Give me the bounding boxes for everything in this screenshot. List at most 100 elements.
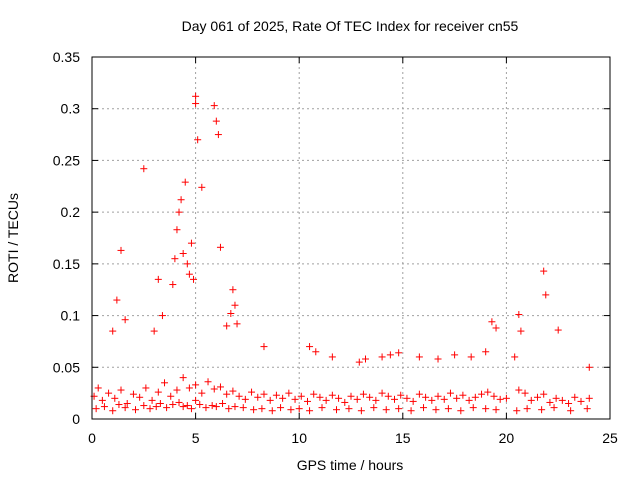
data-point <box>567 407 575 415</box>
axis-ticks <box>91 56 611 420</box>
data-point <box>105 389 113 397</box>
data-point <box>490 392 498 400</box>
data-point <box>173 386 181 394</box>
data-point <box>577 397 585 405</box>
data-point <box>175 208 183 216</box>
data-point <box>154 388 162 396</box>
data-point <box>306 343 314 351</box>
data-point <box>117 246 125 254</box>
data-point <box>533 393 541 401</box>
data-point <box>183 402 191 410</box>
data-point <box>312 348 320 356</box>
data-points <box>90 92 593 415</box>
data-point <box>266 396 274 404</box>
data-point <box>187 239 195 247</box>
data-point <box>98 396 106 404</box>
x-axis-title: GPS time / hours <box>297 457 404 473</box>
data-point <box>260 390 268 398</box>
data-point <box>187 405 195 413</box>
data-point <box>123 399 131 407</box>
data-point <box>316 393 324 401</box>
data-point <box>521 389 529 397</box>
data-point <box>550 404 558 412</box>
y-tick-label: 0.05 <box>53 359 80 375</box>
data-point <box>345 405 353 413</box>
data-point <box>432 406 440 414</box>
data-point <box>585 363 593 371</box>
data-point <box>156 399 164 407</box>
data-point <box>407 407 415 415</box>
data-point <box>515 311 523 319</box>
data-point <box>117 386 125 394</box>
data-point <box>216 383 224 391</box>
data-point <box>496 395 504 403</box>
data-point <box>328 391 336 399</box>
data-point <box>515 386 523 394</box>
data-point <box>100 403 108 411</box>
data-point <box>231 403 239 411</box>
data-point <box>223 390 231 398</box>
data-point <box>465 396 473 404</box>
data-point <box>478 390 486 398</box>
data-point <box>121 404 129 412</box>
data-point <box>295 405 303 413</box>
data-point <box>444 405 452 413</box>
data-point <box>198 389 206 397</box>
data-point <box>355 358 363 366</box>
data-point <box>196 401 204 409</box>
data-point <box>219 399 227 407</box>
data-point <box>511 353 519 361</box>
data-point <box>502 394 510 402</box>
data-point <box>194 136 202 144</box>
data-point <box>142 384 150 392</box>
x-tick-label: 5 <box>192 430 200 446</box>
data-point <box>459 391 467 399</box>
data-point <box>129 390 137 398</box>
data-point <box>210 385 218 393</box>
data-point <box>517 327 525 335</box>
data-point <box>179 403 187 411</box>
data-point <box>198 183 206 191</box>
data-point <box>422 393 430 401</box>
data-point <box>248 388 256 396</box>
data-point <box>109 327 117 335</box>
data-point <box>540 390 548 398</box>
data-point <box>482 405 490 413</box>
data-point <box>446 389 454 397</box>
data-point <box>359 390 367 398</box>
data-point <box>571 393 579 401</box>
y-axis-title: ROTI / TECUs <box>5 193 21 283</box>
data-point <box>150 327 158 335</box>
data-point <box>223 322 231 330</box>
data-point <box>395 349 403 357</box>
data-point <box>163 404 171 412</box>
data-point <box>161 379 169 387</box>
data-point <box>457 407 465 415</box>
x-tick-label: 25 <box>602 430 618 446</box>
data-point <box>513 407 521 415</box>
data-point <box>272 391 280 399</box>
data-point <box>190 275 198 283</box>
y-tick-label: 0.1 <box>61 308 81 324</box>
x-tick-label: 0 <box>88 430 96 446</box>
data-point <box>310 390 318 398</box>
data-point <box>260 343 268 351</box>
data-point <box>538 406 546 414</box>
data-point <box>216 243 224 251</box>
data-point <box>227 310 235 318</box>
data-point <box>181 178 189 186</box>
data-point <box>332 406 340 414</box>
data-point <box>546 398 554 406</box>
data-point <box>169 401 177 409</box>
data-point <box>229 286 237 294</box>
data-point <box>382 406 390 414</box>
data-point <box>212 403 220 411</box>
data-point <box>179 250 187 258</box>
data-point <box>384 392 392 400</box>
data-point <box>250 406 258 414</box>
data-point <box>115 401 123 409</box>
data-point <box>415 390 423 398</box>
data-point <box>386 351 394 359</box>
data-point <box>140 402 148 410</box>
